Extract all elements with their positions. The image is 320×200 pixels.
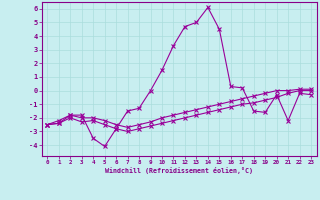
X-axis label: Windchill (Refroidissement éolien,°C): Windchill (Refroidissement éolien,°C) — [105, 167, 253, 174]
